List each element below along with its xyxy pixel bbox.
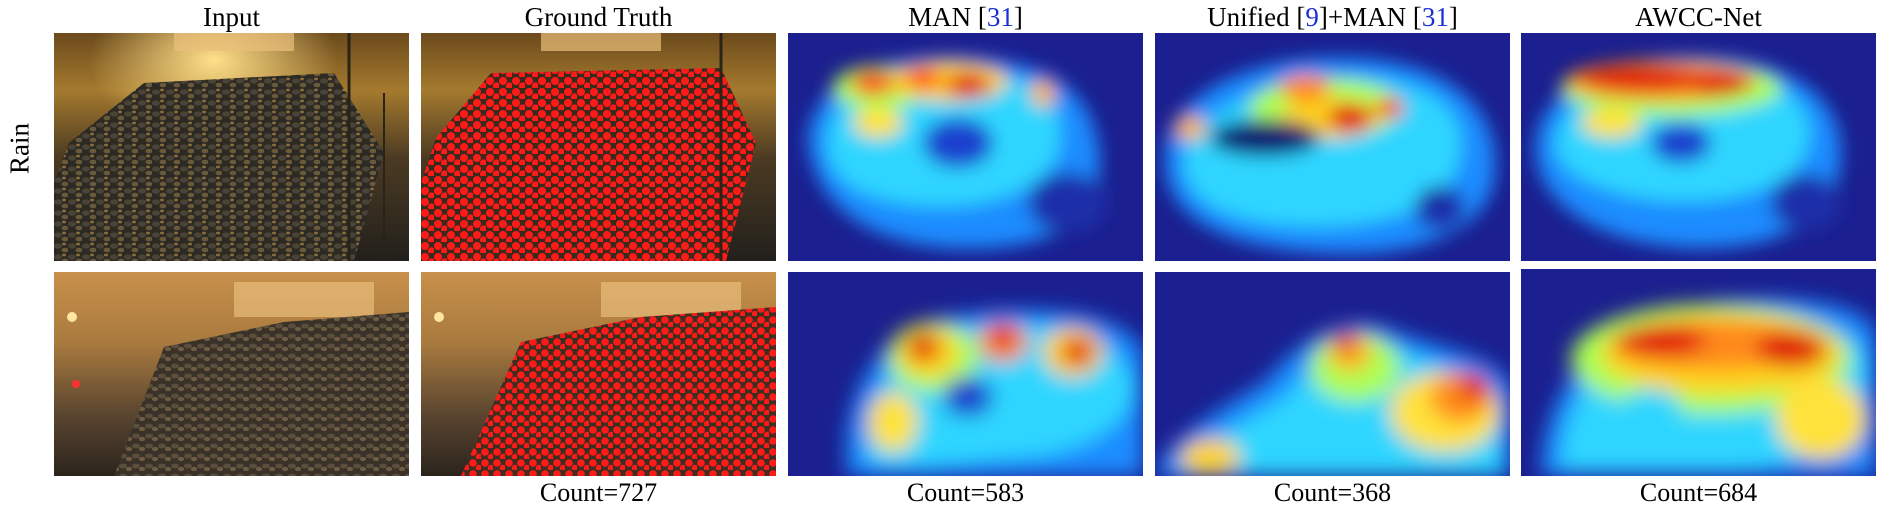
count-ground-truth: Count=727 xyxy=(539,478,658,507)
density-heatmap xyxy=(788,33,1143,261)
ground-truth-photo xyxy=(421,33,776,261)
count-man: Count=583 xyxy=(906,478,1025,507)
density-heatmap xyxy=(788,272,1143,476)
input-photo xyxy=(54,272,409,476)
column-title-awcc-net: AWCC-Net xyxy=(1635,2,1762,32)
ground-truth-image-row2 xyxy=(421,272,776,476)
density-map-man-row1 xyxy=(788,33,1143,261)
density-map-unified-man-row2 xyxy=(1155,272,1510,476)
column-title-input: Input xyxy=(203,2,260,32)
density-heatmap xyxy=(1155,33,1510,261)
density-heatmap xyxy=(1521,269,1876,476)
density-map-awcc-net-row2 xyxy=(1521,269,1876,476)
density-heatmap xyxy=(1155,272,1510,476)
input-photo xyxy=(54,33,409,261)
column-title-man: MAN [31] xyxy=(908,2,1023,32)
density-heatmap xyxy=(1521,33,1876,261)
input-image-row2 xyxy=(54,272,409,476)
column-title-ground-truth: Ground Truth xyxy=(524,2,673,32)
input-image-row1 xyxy=(54,33,409,261)
count-awcc-net: Count=684 xyxy=(1639,478,1758,507)
column-title-unified-man: Unified [9]+MAN [31] xyxy=(1207,2,1458,32)
density-map-unified-man-row1 xyxy=(1155,33,1510,261)
row-label-rain: Rain xyxy=(4,123,35,174)
density-map-man-row2 xyxy=(788,272,1143,476)
ground-truth-image-row1 xyxy=(421,33,776,261)
ground-truth-photo xyxy=(421,272,776,476)
density-map-awcc-net-row1 xyxy=(1521,33,1876,261)
count-unified-man: Count=368 xyxy=(1273,478,1392,507)
